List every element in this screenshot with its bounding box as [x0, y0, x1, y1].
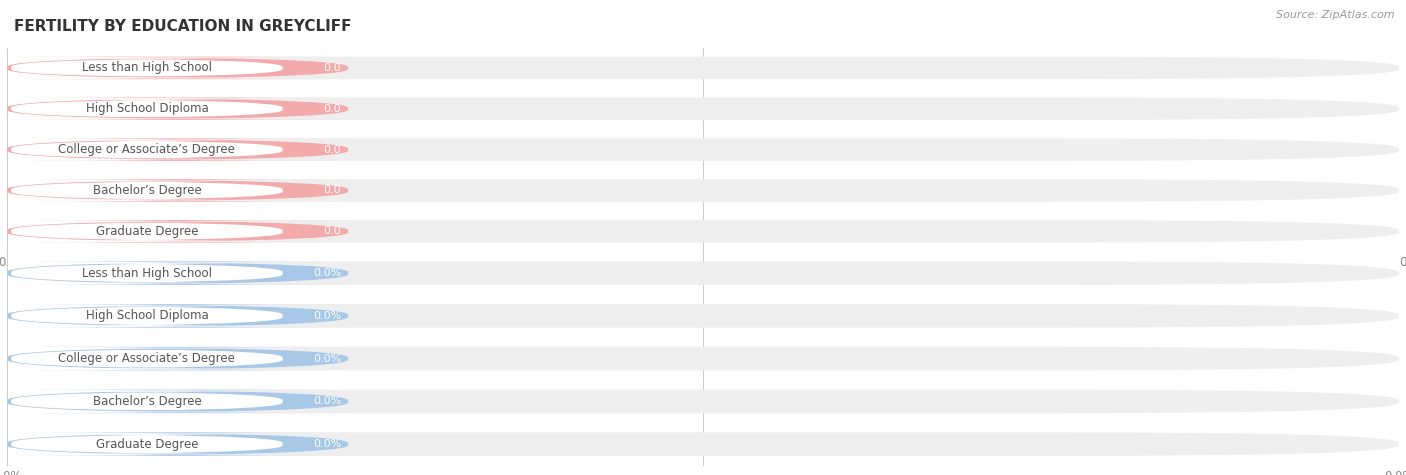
- Text: 0.0%: 0.0%: [314, 353, 342, 364]
- FancyBboxPatch shape: [7, 390, 1399, 413]
- FancyBboxPatch shape: [4, 138, 352, 161]
- FancyBboxPatch shape: [4, 432, 352, 456]
- FancyBboxPatch shape: [7, 261, 1399, 285]
- Text: 0.0: 0.0: [323, 63, 342, 73]
- Text: 0.0: 0.0: [323, 144, 342, 155]
- Text: FERTILITY BY EDUCATION IN GREYCLIFF: FERTILITY BY EDUCATION IN GREYCLIFF: [14, 19, 352, 34]
- FancyBboxPatch shape: [0, 434, 298, 454]
- FancyBboxPatch shape: [0, 391, 298, 411]
- Text: High School Diploma: High School Diploma: [86, 102, 208, 115]
- FancyBboxPatch shape: [0, 306, 298, 326]
- FancyBboxPatch shape: [7, 347, 1399, 370]
- FancyBboxPatch shape: [0, 349, 298, 369]
- Text: Source: ZipAtlas.com: Source: ZipAtlas.com: [1277, 10, 1395, 19]
- FancyBboxPatch shape: [0, 99, 298, 118]
- Text: Graduate Degree: Graduate Degree: [96, 225, 198, 238]
- Text: 0.0: 0.0: [323, 104, 342, 114]
- Text: College or Associate’s Degree: College or Associate’s Degree: [59, 352, 235, 365]
- Text: Less than High School: Less than High School: [82, 61, 212, 75]
- Text: 0.0%: 0.0%: [314, 268, 342, 278]
- Text: High School Diploma: High School Diploma: [86, 309, 208, 323]
- FancyBboxPatch shape: [7, 179, 1399, 202]
- Text: Bachelor’s Degree: Bachelor’s Degree: [93, 395, 201, 408]
- FancyBboxPatch shape: [4, 179, 352, 202]
- FancyBboxPatch shape: [4, 304, 352, 328]
- FancyBboxPatch shape: [4, 220, 352, 243]
- Text: 0.0: 0.0: [323, 185, 342, 196]
- FancyBboxPatch shape: [7, 432, 1399, 456]
- Text: 0.0%: 0.0%: [314, 396, 342, 407]
- FancyBboxPatch shape: [7, 304, 1399, 328]
- Text: 0.0%: 0.0%: [314, 311, 342, 321]
- FancyBboxPatch shape: [0, 140, 298, 159]
- Text: Graduate Degree: Graduate Degree: [96, 437, 198, 451]
- FancyBboxPatch shape: [7, 138, 1399, 161]
- FancyBboxPatch shape: [0, 222, 298, 241]
- FancyBboxPatch shape: [0, 58, 298, 77]
- Text: Bachelor’s Degree: Bachelor’s Degree: [93, 184, 201, 197]
- FancyBboxPatch shape: [7, 97, 1399, 120]
- FancyBboxPatch shape: [4, 261, 352, 285]
- FancyBboxPatch shape: [0, 181, 298, 200]
- FancyBboxPatch shape: [4, 390, 352, 413]
- Text: Less than High School: Less than High School: [82, 266, 212, 280]
- FancyBboxPatch shape: [7, 220, 1399, 243]
- FancyBboxPatch shape: [4, 97, 352, 120]
- Text: 0.0%: 0.0%: [314, 439, 342, 449]
- FancyBboxPatch shape: [0, 263, 298, 283]
- FancyBboxPatch shape: [7, 57, 1399, 79]
- FancyBboxPatch shape: [4, 347, 352, 370]
- Text: 0.0: 0.0: [323, 226, 342, 237]
- FancyBboxPatch shape: [4, 57, 352, 79]
- Text: College or Associate’s Degree: College or Associate’s Degree: [59, 143, 235, 156]
